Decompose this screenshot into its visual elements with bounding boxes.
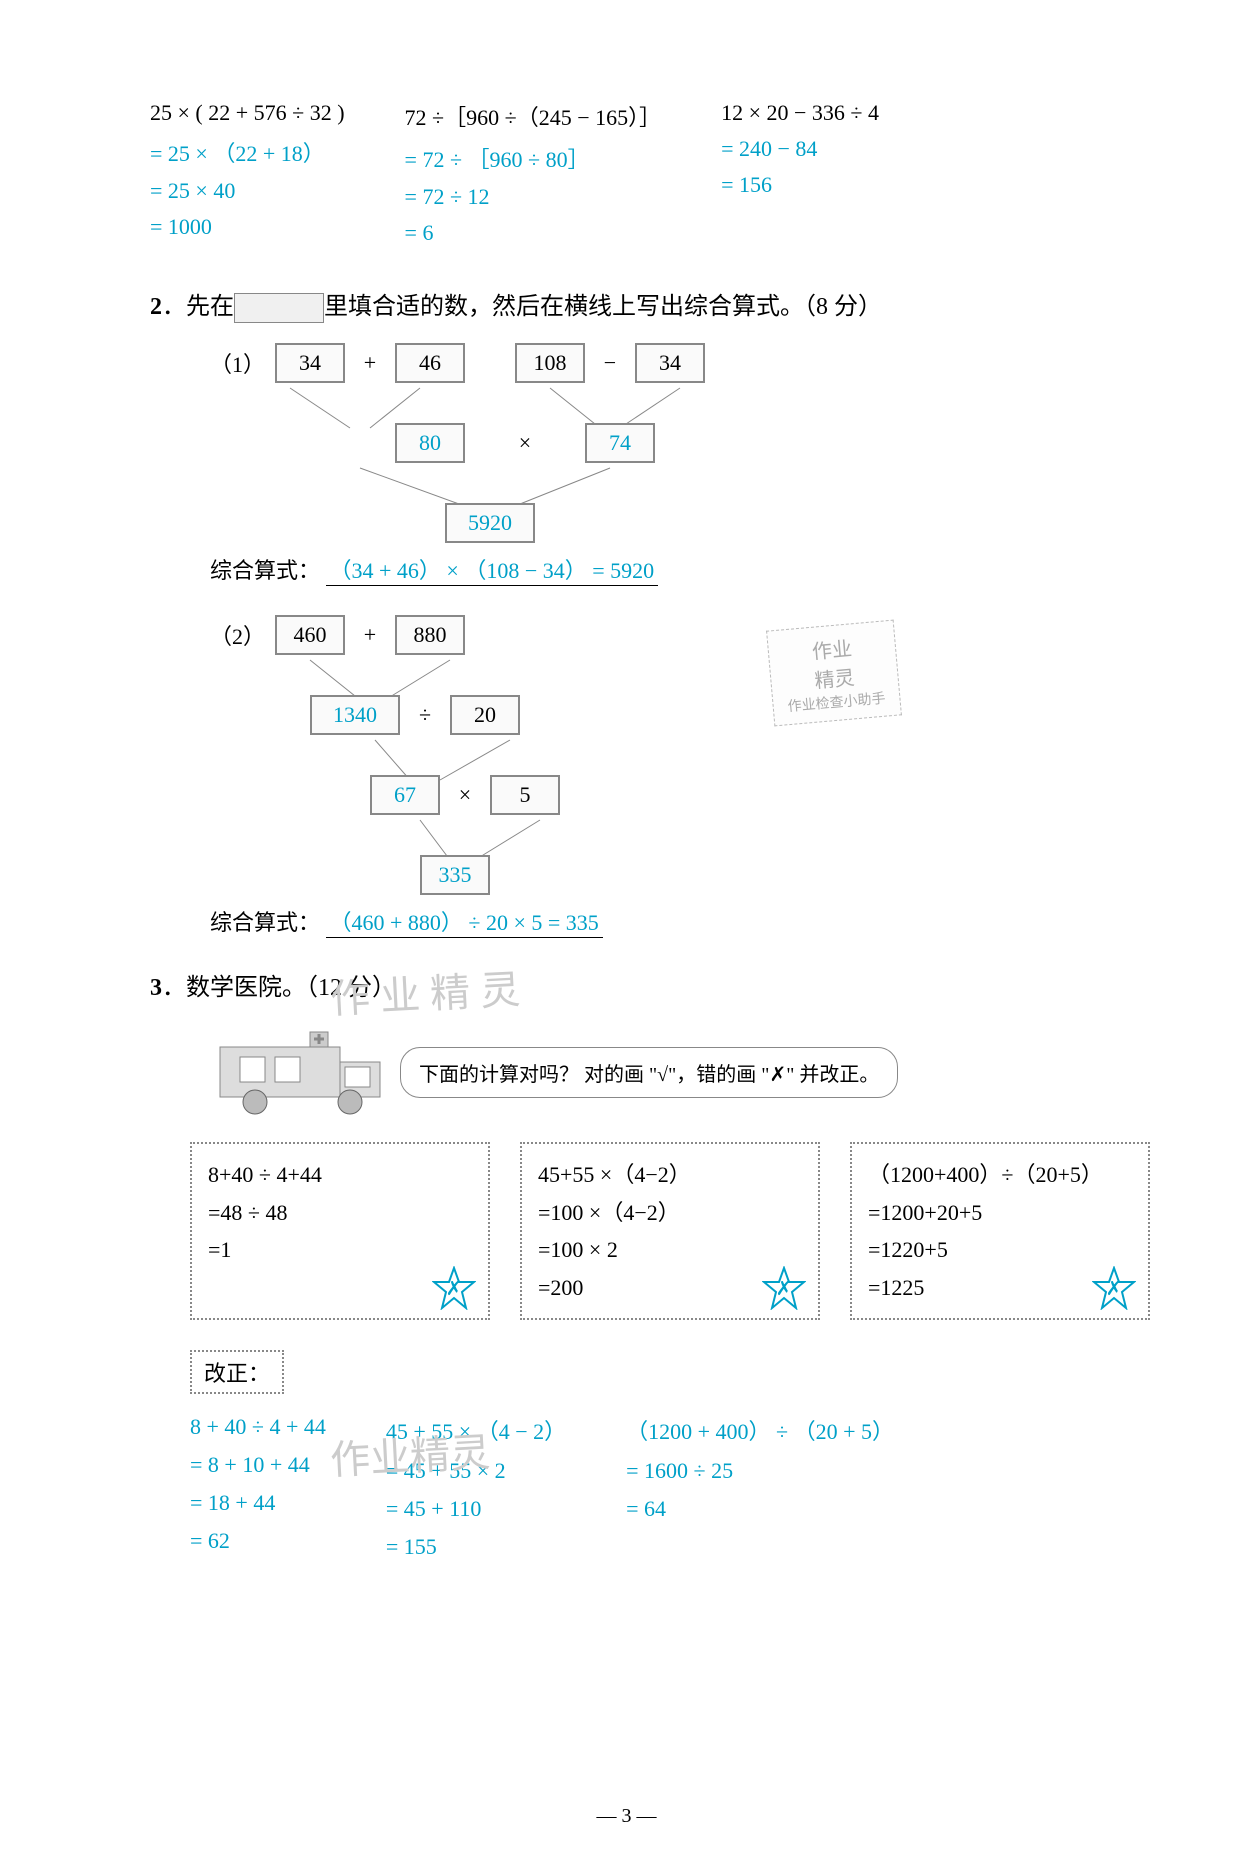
h3-l1: （1200+400）÷（20+5） [868, 1156, 1132, 1193]
watermark-2: 作业精灵 [329, 1420, 492, 1486]
d1-box-a: 34 [275, 343, 345, 383]
d2-box-5: 5 [490, 775, 560, 815]
d2-box-460: 460 [275, 615, 345, 655]
c3-s1: = 1600 ÷ 25 [626, 1458, 894, 1484]
svg-text:✗: ✗ [1106, 1278, 1123, 1300]
d1-box-c: 108 [515, 343, 585, 383]
d1-op2: − [595, 350, 625, 376]
c2-s2: = 45 + 110 [386, 1496, 566, 1522]
c1-head: 8 + 40 ÷ 4 + 44 [190, 1414, 326, 1440]
problem3-heading: 3．数学医院。（12 分） 作 业 精 灵 [150, 967, 1153, 1002]
p1-col1-step3: = 1000 [150, 214, 345, 240]
synth-1: 综合算式： （34 + 46） × （108 − 34） = 5920 [210, 553, 1153, 585]
problem2-heading: 2．先在里填合适的数，然后在横线上写出综合算式。（8 分） [150, 286, 1153, 323]
corr-col1: 8 + 40 ÷ 4 + 44 = 8 + 10 + 44 = 18 + 44 … [190, 1414, 326, 1560]
speech-bubble: 下面的计算对吗？ 对的画 "√"，错的画 "✗" 并改正。 [400, 1047, 898, 1098]
svg-text:✗: ✗ [776, 1278, 793, 1300]
p1-col3-step1: = 240 − 84 [721, 136, 879, 162]
watermark-stamp: 作业 精灵 作业检查小助手 [766, 620, 902, 727]
d2-box-1340: 1340 [310, 695, 400, 735]
d1-box-b: 46 [395, 343, 465, 383]
hbox-3: （1200+400）÷（20+5） =1200+20+5 =1220+5 =12… [850, 1142, 1150, 1320]
sub2-label: （2） [210, 619, 265, 651]
p1-col3-step2: = 156 [721, 172, 879, 198]
corrections: 作业精灵 8 + 40 ÷ 4 + 44 = 8 + 10 + 44 = 18 … [190, 1414, 1153, 1560]
h1-l2: =48 ÷ 48 [208, 1194, 472, 1231]
star-mark-2: ✗ [762, 1266, 806, 1310]
p1-col1-step1: = 25 × （22 + 18） [150, 136, 345, 168]
d1-box-80: 80 [395, 423, 465, 463]
h2-l2: =100 ×（4−2） [538, 1194, 802, 1231]
watermark-1: 作 业 精 灵 [329, 958, 522, 1026]
c3-s2: = 64 [626, 1496, 894, 1522]
sub1-label: （1） [210, 347, 265, 379]
q2-texta: 先在 [186, 294, 234, 320]
blank-box-icon [234, 293, 324, 323]
c3-head: （1200 + 400） ÷ （20 + 5） [626, 1414, 894, 1446]
hbox-1: 8+40 ÷ 4+44 =48 ÷ 48 =1 ✗ [190, 1142, 490, 1320]
c1-s2: = 18 + 44 [190, 1490, 326, 1516]
h2-l3: =100 × 2 [538, 1231, 802, 1268]
correction-label: 改正： [190, 1350, 284, 1394]
p1-col2-step2: = 72 ÷ 12 [405, 184, 662, 210]
h2-l1: 45+55 ×（4−2） [538, 1156, 802, 1193]
hbox-2: 45+55 ×（4−2） =100 ×（4−2） =100 × 2 =200 ✗ [520, 1142, 820, 1320]
d1-op1: + [355, 350, 385, 376]
h1-l1: 8+40 ÷ 4+44 [208, 1156, 472, 1193]
star-mark-1: ✗ [432, 1266, 476, 1310]
p1-col2-step1: = 72 ÷ ［960 ÷ 80］ [405, 142, 662, 174]
diagram-1: （1） 34 + 46 108 − 34 80 × 74 5920 [210, 343, 1153, 543]
p1-col1-head: 25 × ( 22 + 576 ÷ 32 ) [150, 100, 345, 126]
synth2-answer: （460 + 880） ÷ 20 × 5 = 335 [326, 910, 603, 938]
p1-col2: 72 ÷［960 ÷（245 − 165）］ = 72 ÷ ［960 ÷ 80］… [405, 100, 662, 246]
p1-col3: 12 × 20 − 336 ÷ 4 = 240 − 84 = 156 [721, 100, 879, 246]
p1-col1-step2: = 25 × 40 [150, 178, 345, 204]
d1-box-5920: 5920 [445, 503, 535, 543]
q3-num: 3 [150, 975, 162, 1001]
page-number: — 3 — [597, 1805, 657, 1828]
q2-num: 2 [150, 294, 162, 320]
synth-2: 综合算式： （460 + 880） ÷ 20 × 5 = 335 [210, 905, 1153, 937]
h1-l3: =1 [208, 1231, 472, 1268]
p1-col2-head: 72 ÷［960 ÷（245 − 165）］ [405, 100, 662, 132]
c1-s3: = 62 [190, 1528, 326, 1554]
d2-box-20: 20 [450, 695, 520, 735]
synth1-label: 综合算式： [210, 558, 320, 583]
p1-col1: 25 × ( 22 + 576 ÷ 32 ) = 25 × （22 + 18） … [150, 100, 345, 246]
ambulance-icon [210, 1022, 390, 1122]
h3-l3: =1220+5 [868, 1231, 1132, 1268]
d2-op-plus: + [355, 622, 385, 648]
d1-box-74: 74 [585, 423, 655, 463]
star-mark-3: ✗ [1092, 1266, 1136, 1310]
p1-col3-head: 12 × 20 − 336 ÷ 4 [721, 100, 879, 126]
mark-1-text: ✗ [446, 1278, 463, 1300]
d2-op-mul: × [450, 782, 480, 808]
corr-col3: （1200 + 400） ÷ （20 + 5） = 1600 ÷ 25 = 64 [626, 1414, 894, 1560]
d2-box-67: 67 [370, 775, 440, 815]
d2-op-div: ÷ [410, 702, 440, 728]
d1-op-mul: × [475, 430, 575, 456]
d2-box-335: 335 [420, 855, 490, 895]
problem1-solutions: 25 × ( 22 + 576 ÷ 32 ) = 25 × （22 + 18） … [150, 100, 1153, 246]
d2-box-880: 880 [395, 615, 465, 655]
d1-box-d: 34 [635, 343, 705, 383]
p1-col2-step3: = 6 [405, 220, 662, 246]
diagram-2: 作业 精灵 作业检查小助手 （2） 460 + 880 1340 ÷ 20 67… [210, 615, 1153, 895]
h3-l2: =1200+20+5 [868, 1194, 1132, 1231]
q2-textb: 里填合适的数，然后在横线上写出综合算式。（8 分） [324, 294, 882, 320]
hospital-boxes: 8+40 ÷ 4+44 =48 ÷ 48 =1 ✗ 45+55 ×（4−2） =… [190, 1142, 1153, 1320]
synth1-answer: （34 + 46） × （108 − 34） = 5920 [326, 558, 659, 586]
c1-s1: = 8 + 10 + 44 [190, 1452, 326, 1478]
synth2-label: 综合算式： [210, 910, 320, 935]
ambulance-row: 下面的计算对吗？ 对的画 "√"，错的画 "✗" 并改正。 [210, 1022, 1153, 1122]
c2-s3: = 155 [386, 1534, 566, 1560]
